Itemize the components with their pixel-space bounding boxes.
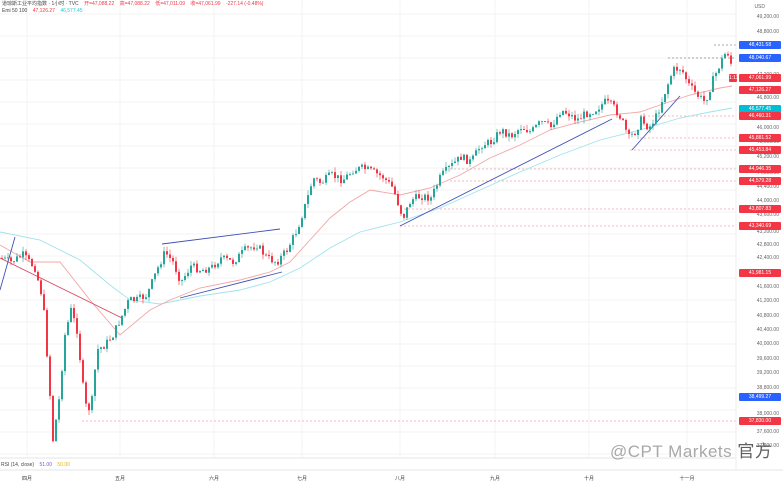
time-tick: 五月 — [114, 476, 126, 482]
ema-label: Emi 50 100 — [2, 8, 28, 14]
price-label: 46,460.31 — [739, 112, 781, 120]
time-tick: 八月 — [394, 476, 406, 482]
price-label: 47,126.27 — [739, 86, 781, 94]
rsi-value: 51.00 — [39, 462, 52, 468]
chart-grid — [0, 0, 736, 458]
countdown-tag: 1:11 — [729, 74, 739, 82]
price-label: 43,807.83 — [739, 205, 781, 213]
price-tick: 46,000.00 — [756, 125, 779, 131]
time-tick: 十月 — [583, 476, 595, 482]
symbol-title: 道琼斯工业平均指数 · 1小时 · TVC — [2, 1, 79, 7]
price-tick: 44,800.00 — [756, 170, 779, 176]
time-tick: 七月 — [296, 476, 308, 482]
time-tick: 十一月 — [679, 476, 695, 482]
price-tick: 37,600.00 — [756, 429, 779, 435]
time-tick: 四月 — [21, 476, 33, 482]
price-tick: 39,200.00 — [756, 370, 779, 376]
horizontal-levels — [82, 44, 736, 422]
candlesticks — [1, 51, 732, 443]
price-label: 38,499.27 — [739, 393, 781, 401]
ema-50-value: 47,126.27 — [32, 8, 55, 14]
price-tick: 48,800.00 — [756, 29, 779, 35]
trendlines — [0, 95, 681, 319]
price-label: 41,981.15 — [739, 269, 781, 277]
price-label: 37,830.00 — [739, 417, 781, 425]
high-value: 高=47,088.22 — [119, 1, 150, 7]
price-tick: 38,800.00 — [756, 385, 779, 391]
price-tick: 43,600.00 — [756, 212, 779, 218]
change-value: -227.14 (-0.48%) — [225, 1, 264, 7]
open-value: 开=47,088.22 — [84, 1, 115, 7]
price-label: 47,061.99 — [739, 74, 781, 82]
price-tick: 43,200.00 — [756, 229, 779, 235]
rsi-value-2: 50.00 — [57, 462, 70, 468]
price-tick: 37,200.00 — [756, 443, 779, 449]
price-tick: 41,200.00 — [756, 298, 779, 304]
price-tick: 44,000.00 — [756, 198, 779, 204]
price-tick: 46,800.00 — [756, 95, 779, 101]
price-tick: 39,600.00 — [756, 356, 779, 362]
currency-label: USD — [754, 4, 765, 10]
ema-legend[interactable]: Emi 50 100 47,126.27 46,577.45 — [2, 8, 87, 15]
price-tick: 40,800.00 — [756, 313, 779, 319]
price-tick: 45,600.00 — [756, 139, 779, 145]
ema-100-value: 46,577.45 — [60, 8, 83, 14]
price-tick: 42,400.00 — [756, 255, 779, 261]
price-label: 45,453.84 — [739, 146, 781, 154]
price-label: 43,340.69 — [739, 222, 781, 230]
rsi-label: RSI (14, close) — [1, 462, 35, 468]
price-tick: 40,400.00 — [756, 327, 779, 333]
price-tick: 44,400.00 — [756, 184, 779, 190]
time-tick: 六月 — [208, 476, 220, 482]
watermark: @CPT Markets 官方 — [610, 437, 772, 462]
rsi-legend[interactable]: RSI (14, close) 51.00 50.00 — [1, 462, 74, 468]
symbol-legend: 道琼斯工业平均指数 · 1小时 · TVC 开=47,088.22 高=47,0… — [2, 1, 267, 8]
watermark-text: @CPT Markets — [610, 442, 733, 461]
close-value: 收=47,061.99 — [190, 1, 221, 7]
price-label: 44,946.35 — [739, 165, 781, 173]
price-tick: 42,800.00 — [756, 242, 779, 248]
price-label: 46,577.45 — [739, 105, 781, 113]
ema-lines — [0, 85, 733, 336]
price-tick: 38,000.00 — [756, 411, 779, 417]
price-label: 45,881.52 — [739, 134, 781, 142]
price-tick: 41,600.00 — [756, 284, 779, 290]
price-label: 48,040.67 — [739, 54, 781, 62]
price-label: 44,579.28 — [739, 177, 781, 185]
low-value: 低=47,011.09 — [155, 1, 185, 7]
price-tick: 40,000.00 — [756, 341, 779, 347]
price-label: 48,431.58 — [739, 41, 781, 49]
watermark-suffix: 官方 — [737, 442, 773, 461]
price-tick: 49,200.00 — [756, 14, 779, 20]
time-tick: 九月 — [489, 476, 501, 482]
price-tick: 45,200.00 — [756, 154, 779, 160]
